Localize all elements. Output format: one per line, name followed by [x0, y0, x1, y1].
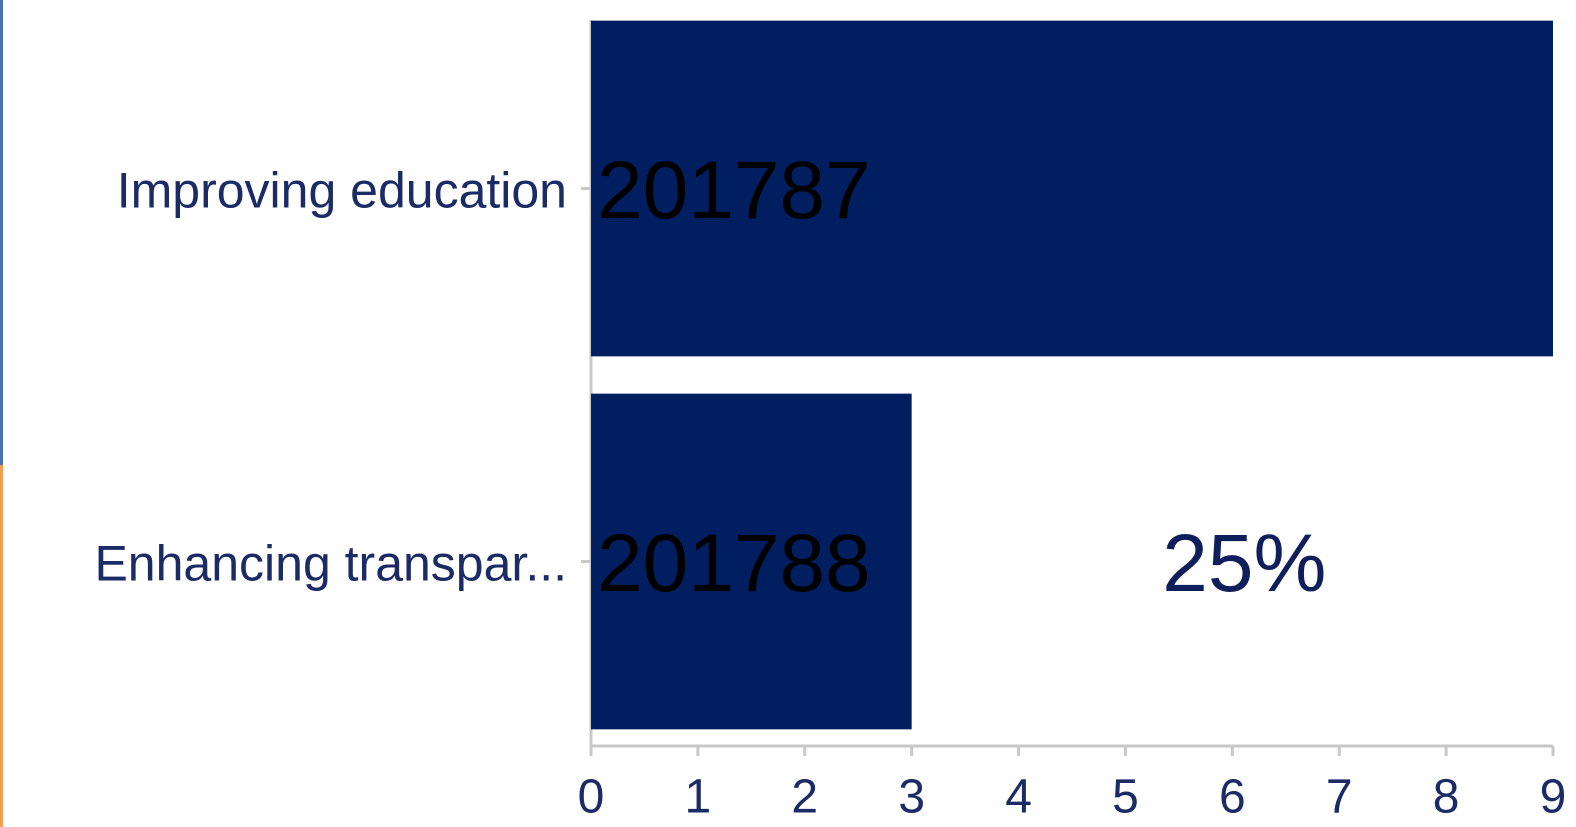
y-tick-label: Enhancing transpar...	[94, 536, 567, 592]
x-tick-label: 8	[1433, 771, 1460, 824]
bar	[591, 393, 912, 730]
x-tick-label: 6	[1219, 771, 1246, 824]
x-tick-label: 1	[685, 771, 712, 824]
x-tick-label: 0	[578, 771, 605, 824]
x-tick-label: 4	[1005, 771, 1032, 824]
bar	[591, 20, 1553, 357]
edge-accent	[0, 465, 3, 827]
x-tick-label: 3	[898, 771, 925, 824]
bar-label: 201787	[597, 145, 871, 236]
x-tick-label: 7	[1326, 771, 1353, 824]
x-tick-label: 2	[791, 771, 818, 824]
bar-label: 201788	[597, 518, 871, 609]
y-tick-label: Improving education	[117, 163, 567, 219]
annotation: 25%	[1162, 518, 1326, 609]
x-tick-label: 5	[1112, 771, 1139, 824]
edge-accent	[0, 0, 3, 465]
x-tick-label: 9	[1540, 771, 1567, 824]
